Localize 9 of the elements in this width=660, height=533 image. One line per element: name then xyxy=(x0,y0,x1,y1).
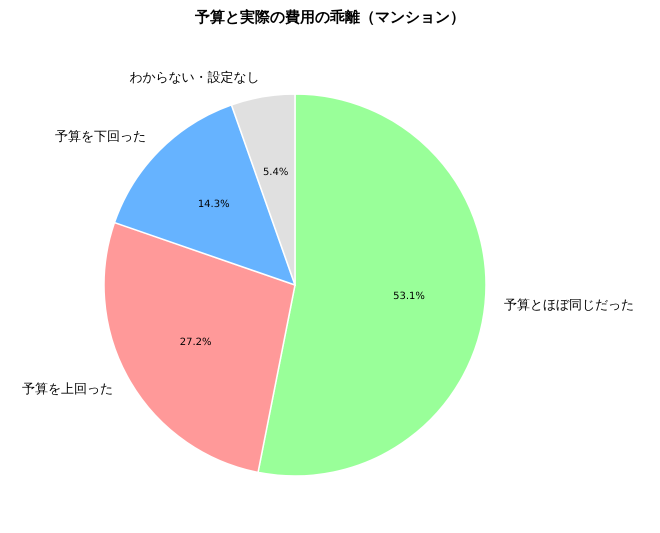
data-label: 53.1% xyxy=(393,290,425,302)
data-label: 14.3% xyxy=(198,198,230,210)
slice-label: 予算を上回った xyxy=(22,382,113,398)
chart-title: 予算と実際の費用の乖離（マンション） xyxy=(194,8,465,26)
data-label: 27.2% xyxy=(180,336,212,348)
data-label: 5.4% xyxy=(262,166,288,178)
slice-label: 予算を下回った xyxy=(54,129,146,144)
slice-label: わからない・設定なし xyxy=(130,70,260,86)
slice-label: 予算とほぼ同じだった xyxy=(504,298,634,313)
